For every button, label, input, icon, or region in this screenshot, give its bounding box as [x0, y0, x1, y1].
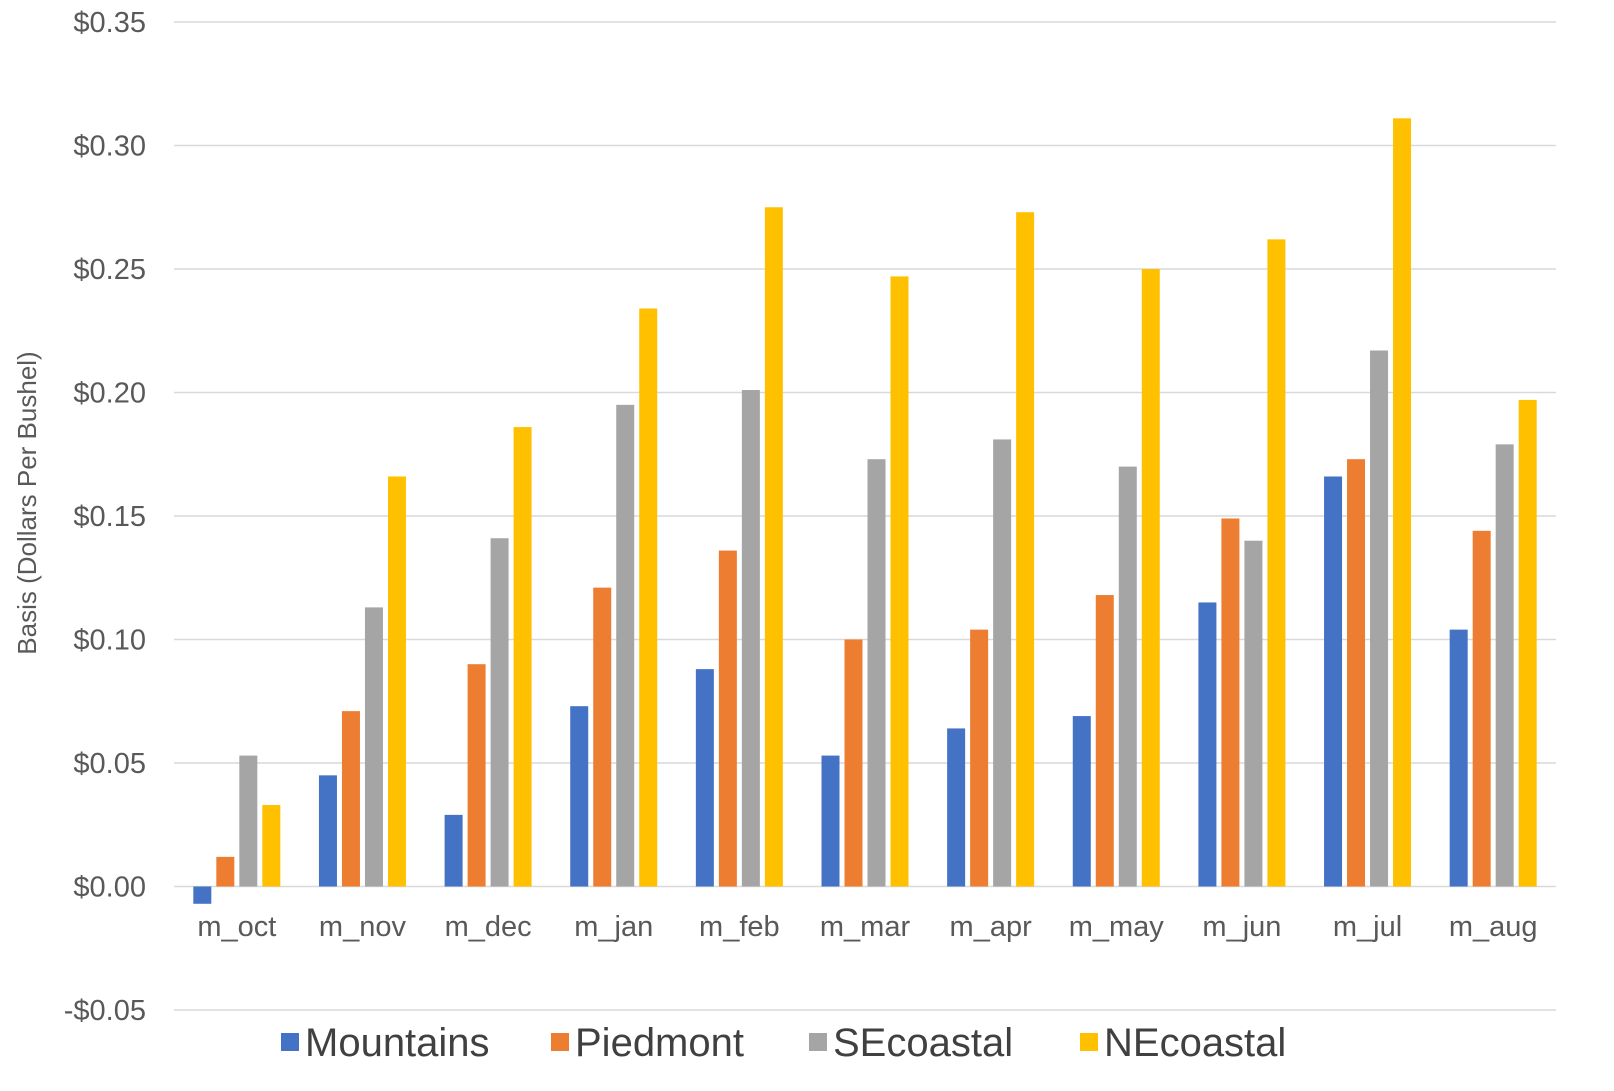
bar-piedmont-m-jan — [593, 587, 612, 887]
y-tick-label: $0.35 — [73, 7, 146, 39]
bar-secoastal-m-mar — [867, 459, 886, 887]
bar-mountains-m-jul — [1324, 476, 1343, 887]
bar-mountains-m-jun — [1198, 602, 1217, 887]
y-tick-label: -$0.05 — [64, 995, 146, 1027]
legend-swatch-piedmont — [551, 1033, 569, 1051]
y-tick-label: $0.00 — [73, 872, 146, 904]
x-tick-label: m_feb — [699, 911, 780, 943]
bar-piedmont-m-jun — [1221, 518, 1240, 887]
x-tick-label: m_jan — [574, 911, 653, 943]
bar-secoastal-m-jan — [616, 404, 635, 887]
bar-necoastal-m-dec — [513, 427, 532, 887]
bar-necoastal-m-jan — [639, 308, 658, 887]
x-tick-label: m_oct — [197, 911, 276, 943]
bar-necoastal-m-jun — [1267, 239, 1286, 887]
bar-secoastal-m-aug — [1495, 444, 1514, 887]
bar-piedmont-m-feb — [718, 550, 737, 887]
legend-swatch-secoastal — [809, 1033, 827, 1051]
bar-necoastal-m-aug — [1518, 399, 1537, 887]
x-tick-label: m_apr — [950, 911, 1033, 943]
bar-mountains-m-aug — [1449, 629, 1468, 887]
bar-necoastal-m-apr — [1016, 212, 1035, 887]
bar-secoastal-m-apr — [993, 439, 1012, 887]
bar-secoastal-m-feb — [741, 390, 760, 887]
legend: Mountains Piedmont SEcoastal NEcoastal — [281, 1021, 1286, 1065]
bar-piedmont-m-mar — [844, 639, 863, 887]
bar-piedmont-m-oct — [216, 856, 235, 887]
legend-swatch-mountains — [281, 1033, 299, 1051]
x-tick-label: m_mar — [820, 911, 911, 943]
y-tick-label: $0.05 — [73, 748, 146, 780]
bar-piedmont-m-may — [1095, 595, 1114, 887]
bar-mountains-m-may — [1072, 716, 1091, 887]
x-tick-label: m_dec — [445, 911, 532, 943]
bar-secoastal-m-may — [1118, 466, 1137, 887]
bar-secoastal-m-dec — [490, 538, 509, 887]
bar-necoastal-m-feb — [764, 207, 783, 887]
legend-label-piedmont: Piedmont — [575, 1021, 744, 1065]
y-tick-label: $0.10 — [73, 625, 146, 657]
x-tick-label: m_jun — [1202, 911, 1281, 943]
bar-secoastal-m-jul — [1370, 350, 1389, 887]
y-axis-title: Basis (Dollars Per Bushel) — [12, 351, 42, 654]
bar-necoastal-m-jul — [1393, 118, 1412, 887]
y-tick-label: $0.25 — [73, 254, 146, 286]
bar-necoastal-m-mar — [890, 276, 909, 887]
bar-mountains-m-oct — [193, 886, 212, 904]
bar-piedmont-m-nov — [341, 711, 360, 887]
bar-piedmont-m-aug — [1472, 530, 1491, 887]
bar-mountains-m-apr — [947, 728, 966, 887]
x-tick-label: m_jul — [1333, 911, 1402, 943]
y-tick-label: $0.30 — [73, 131, 146, 163]
bar-mountains-m-dec — [444, 814, 463, 887]
bar-mountains-m-feb — [695, 669, 714, 887]
x-tick-label: m_may — [1069, 911, 1165, 943]
y-tick-label: $0.20 — [73, 378, 146, 410]
bars — [193, 118, 1537, 904]
bar-mountains-m-mar — [821, 755, 840, 887]
bar-necoastal-m-may — [1141, 269, 1160, 887]
legend-label-secoastal: SEcoastal — [833, 1021, 1013, 1065]
bar-piedmont-m-jul — [1347, 459, 1366, 887]
x-axis-tick-labels: m_oct m_nov m_dec m_jan m_feb m_mar m_apr m_may… — [197, 911, 1537, 943]
bar-secoastal-m-jun — [1244, 540, 1263, 887]
legend-label-mountains: Mountains — [305, 1021, 490, 1065]
y-axis-tick-labels: $0.35 $0.30 $0.25 $0.20 $0.15 $0.10 $0.05 $0.00… — [64, 7, 146, 1027]
legend-label-necoastal: NEcoastal — [1104, 1021, 1286, 1065]
bar-piedmont-m-dec — [467, 664, 486, 887]
bar-necoastal-m-nov — [387, 476, 406, 887]
bar-necoastal-m-oct — [262, 804, 281, 887]
x-tick-label: m_aug — [1449, 911, 1538, 943]
bar-secoastal-m-oct — [239, 755, 258, 887]
bar-mountains-m-jan — [570, 706, 589, 887]
bar-secoastal-m-nov — [364, 607, 383, 887]
legend-swatch-necoastal — [1080, 1033, 1098, 1051]
bar-mountains-m-nov — [318, 775, 337, 887]
y-tick-label: $0.15 — [73, 501, 146, 533]
x-tick-label: m_nov — [319, 911, 407, 943]
bar-piedmont-m-apr — [970, 629, 989, 887]
